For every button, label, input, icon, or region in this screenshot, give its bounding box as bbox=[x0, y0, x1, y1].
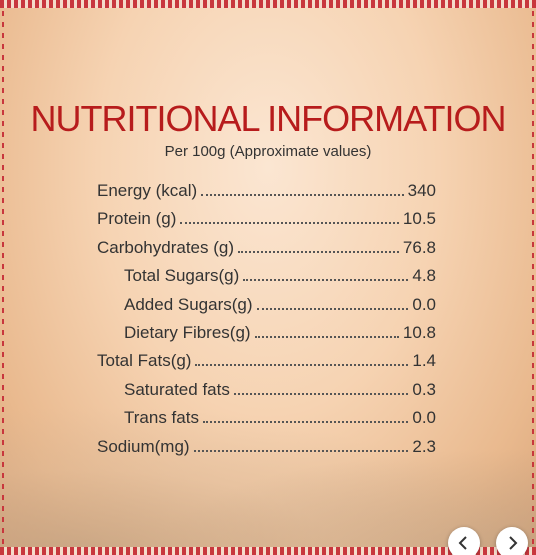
dot-leader bbox=[195, 364, 409, 367]
nutrient-label: Total Sugars(g) bbox=[124, 266, 240, 286]
nutrient-label: Total Fats(g) bbox=[97, 351, 192, 371]
prev-icon bbox=[458, 536, 467, 550]
dot-leader bbox=[256, 307, 409, 310]
title: NUTRITIONAL INFORMATION bbox=[30, 98, 507, 139]
nutrient-value: 340 bbox=[407, 181, 436, 200]
prev-button[interactable] bbox=[448, 527, 480, 555]
nutrient-row: Trans fats 0.0 bbox=[97, 408, 436, 436]
border-right bbox=[532, 0, 534, 555]
nutrient-row: Energy (kcal) 340 bbox=[97, 181, 436, 209]
border-bottom bbox=[0, 547, 536, 555]
nutrient-value: 76.8 bbox=[402, 237, 436, 257]
nutrient-label: Added Sugars(g) bbox=[124, 294, 253, 314]
nutrient-value: 0.0 bbox=[412, 408, 436, 428]
nutrient-label: Saturated fats bbox=[124, 379, 230, 399]
dot-leader bbox=[254, 335, 399, 338]
nutrient-label: Carbohydrates (g) bbox=[97, 237, 235, 257]
nutrient-row: Added Sugars(g) 0.0 bbox=[97, 295, 436, 323]
subtitle: Per 100g (Approximate values) bbox=[164, 143, 372, 160]
nutrient-row: Total Sugars(g) 4.8 bbox=[97, 266, 436, 294]
nutrient-label: Trans fats bbox=[124, 408, 199, 428]
nutrient-value: 1.4 bbox=[412, 351, 436, 371]
border-left bbox=[2, 0, 4, 555]
nutrient-row: Saturated fats 0.3 bbox=[97, 380, 436, 408]
dot-leader bbox=[238, 250, 399, 253]
nutrient-value: 0.3 bbox=[412, 379, 436, 399]
nutrient-row: Sodium(mg) 2.3 bbox=[97, 437, 436, 465]
nutrient-label: Protein (g) bbox=[97, 209, 177, 229]
nutrient-row: Total Fats(g) 1.4 bbox=[97, 351, 436, 379]
nutrient-value: 10.5 bbox=[402, 209, 436, 229]
nutrient-value: 4.8 bbox=[412, 266, 436, 286]
nutrient-label: Energy (kcal) bbox=[97, 181, 198, 200]
background-grain bbox=[0, 405, 536, 555]
nutrient-list: Energy (kcal) 340 Protein (g) 10.5 Carbohydr… bbox=[97, 181, 436, 465]
border-top bbox=[0, 0, 536, 8]
dot-leader bbox=[243, 279, 409, 282]
dot-leader bbox=[193, 449, 409, 452]
nutrient-label: Dietary Fibres(g) bbox=[124, 322, 251, 342]
dot-leader bbox=[202, 421, 409, 424]
dot-leader bbox=[201, 194, 404, 196]
nutrient-label: Sodium(mg) bbox=[97, 436, 190, 456]
nutrient-value: 0.0 bbox=[412, 294, 436, 314]
dot-leader bbox=[180, 222, 399, 225]
next-icon bbox=[509, 536, 518, 550]
nutrient-value: 10.8 bbox=[402, 322, 436, 342]
nutrient-row: Carbohydrates (g) 76.8 bbox=[97, 238, 436, 266]
nutrient-row: Dietary Fibres(g) 10.8 bbox=[97, 323, 436, 351]
next-button[interactable] bbox=[496, 527, 528, 555]
dot-leader bbox=[233, 392, 409, 395]
nutrient-value: 2.3 bbox=[412, 436, 436, 456]
nutrient-row: Protein (g) 10.5 bbox=[97, 209, 436, 237]
